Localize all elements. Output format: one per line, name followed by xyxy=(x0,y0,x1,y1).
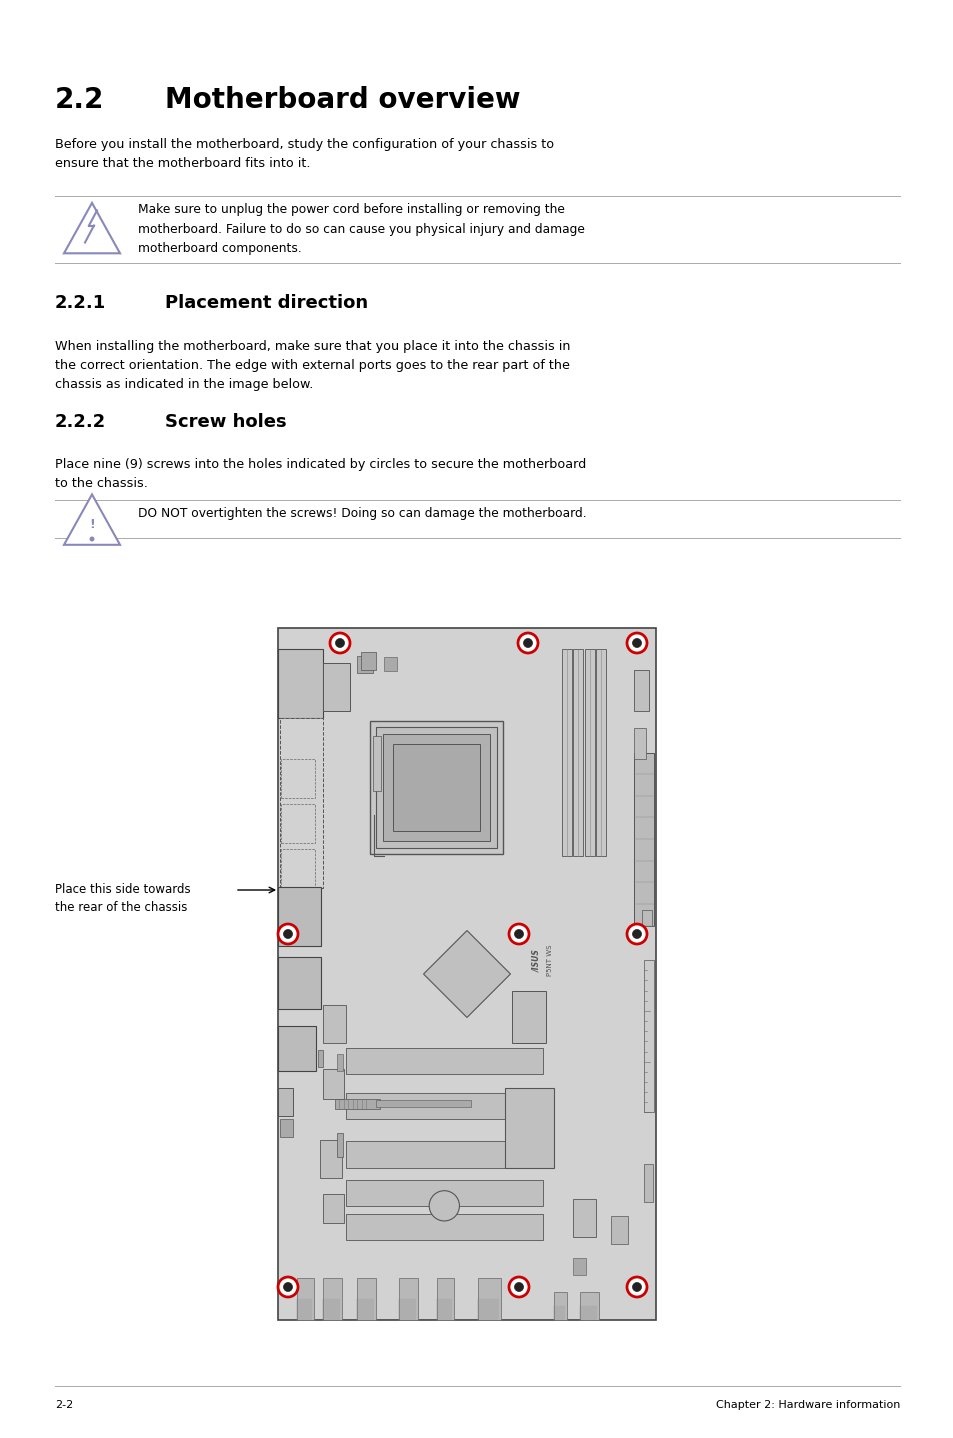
Bar xyxy=(375,726,497,847)
Circle shape xyxy=(626,925,646,943)
Bar xyxy=(357,656,372,673)
Text: When installing the motherboard, make sure that you place it into the chassis in: When installing the motherboard, make su… xyxy=(55,339,570,391)
Bar xyxy=(277,649,323,718)
Bar xyxy=(641,910,651,926)
Bar xyxy=(346,1214,542,1241)
Circle shape xyxy=(626,1277,646,1297)
Bar xyxy=(634,728,645,759)
Bar xyxy=(361,653,375,670)
Bar xyxy=(634,752,654,926)
Bar xyxy=(512,991,546,1043)
Circle shape xyxy=(509,925,529,943)
Circle shape xyxy=(517,633,537,653)
Bar xyxy=(323,1194,344,1224)
Text: Place nine (9) screws into the holes indicated by circles to secure the motherbo: Place nine (9) screws into the holes ind… xyxy=(55,457,586,490)
Bar xyxy=(279,1119,293,1136)
Circle shape xyxy=(277,925,297,943)
Text: Placement direction: Placement direction xyxy=(165,293,368,312)
Bar xyxy=(323,663,350,710)
Text: Before you install the motherboard, study the configuration of your chassis to
e: Before you install the motherboard, stud… xyxy=(55,138,554,170)
Text: Screw holes: Screw holes xyxy=(165,413,286,431)
Bar xyxy=(281,759,314,798)
Bar xyxy=(393,743,479,831)
Circle shape xyxy=(509,1277,529,1297)
Text: P5NT WS: P5NT WS xyxy=(547,945,553,976)
Bar xyxy=(281,850,314,887)
Bar xyxy=(277,628,656,1320)
Bar xyxy=(643,1165,652,1202)
Bar xyxy=(323,1278,342,1320)
Bar xyxy=(296,1278,314,1320)
Bar xyxy=(504,1089,554,1168)
Bar xyxy=(561,649,571,857)
Bar xyxy=(280,718,323,887)
Bar xyxy=(436,1278,454,1320)
Bar xyxy=(336,1054,343,1071)
Bar xyxy=(383,657,396,672)
Bar xyxy=(573,649,582,857)
Bar xyxy=(375,1100,470,1107)
Bar xyxy=(373,736,381,791)
Circle shape xyxy=(429,1191,459,1221)
Text: Motherboard overview: Motherboard overview xyxy=(165,86,520,114)
Bar xyxy=(335,1099,379,1109)
Bar xyxy=(572,1199,595,1237)
Bar xyxy=(346,1179,542,1206)
Bar xyxy=(370,720,503,854)
Bar xyxy=(383,733,490,841)
Bar xyxy=(357,1278,375,1320)
Circle shape xyxy=(277,1277,297,1297)
Bar xyxy=(398,1278,417,1320)
Text: 2-2: 2-2 xyxy=(55,1401,73,1411)
Circle shape xyxy=(626,633,646,653)
Text: 2.2.2: 2.2.2 xyxy=(55,413,106,431)
Bar xyxy=(643,961,654,1113)
Bar xyxy=(277,887,321,946)
Bar xyxy=(572,1258,585,1276)
Text: Place this side towards
the rear of the chassis: Place this side towards the rear of the … xyxy=(55,883,191,915)
Text: 2.2.1: 2.2.1 xyxy=(55,293,106,312)
Bar xyxy=(346,1093,542,1119)
Text: /ISUS: /ISUS xyxy=(532,949,541,972)
Circle shape xyxy=(523,638,532,647)
Bar xyxy=(477,1278,500,1320)
Circle shape xyxy=(90,536,94,542)
Text: !: ! xyxy=(89,518,94,531)
Polygon shape xyxy=(423,930,510,1018)
Bar xyxy=(317,1050,323,1067)
Circle shape xyxy=(514,1283,523,1291)
Bar xyxy=(634,670,648,710)
Bar xyxy=(346,1142,542,1168)
Bar xyxy=(319,1140,342,1178)
Bar xyxy=(554,1293,567,1320)
Circle shape xyxy=(335,638,344,647)
Bar xyxy=(610,1217,627,1244)
Bar xyxy=(277,956,321,1008)
Text: Make sure to unplug the power cord before installing or removing the
motherboard: Make sure to unplug the power cord befor… xyxy=(138,203,584,255)
Bar xyxy=(281,804,314,843)
Circle shape xyxy=(632,929,640,939)
Bar xyxy=(323,1005,346,1043)
Circle shape xyxy=(283,929,293,939)
Bar xyxy=(277,1089,293,1116)
Polygon shape xyxy=(64,495,120,545)
Circle shape xyxy=(330,633,350,653)
Text: 2.2: 2.2 xyxy=(55,86,104,114)
Circle shape xyxy=(632,638,640,647)
Bar xyxy=(336,1133,343,1158)
Bar xyxy=(596,649,605,857)
Circle shape xyxy=(283,1283,293,1291)
Circle shape xyxy=(514,929,523,939)
Bar xyxy=(584,649,594,857)
Polygon shape xyxy=(64,203,120,253)
Bar xyxy=(346,1048,542,1074)
Text: DO NOT overtighten the screws! Doing so can damage the motherboard.: DO NOT overtighten the screws! Doing so … xyxy=(138,508,586,521)
Circle shape xyxy=(632,1283,640,1291)
Bar xyxy=(579,1293,598,1320)
Text: Chapter 2: Hardware information: Chapter 2: Hardware information xyxy=(715,1401,899,1411)
Bar xyxy=(323,1070,344,1099)
Bar xyxy=(277,1025,315,1071)
